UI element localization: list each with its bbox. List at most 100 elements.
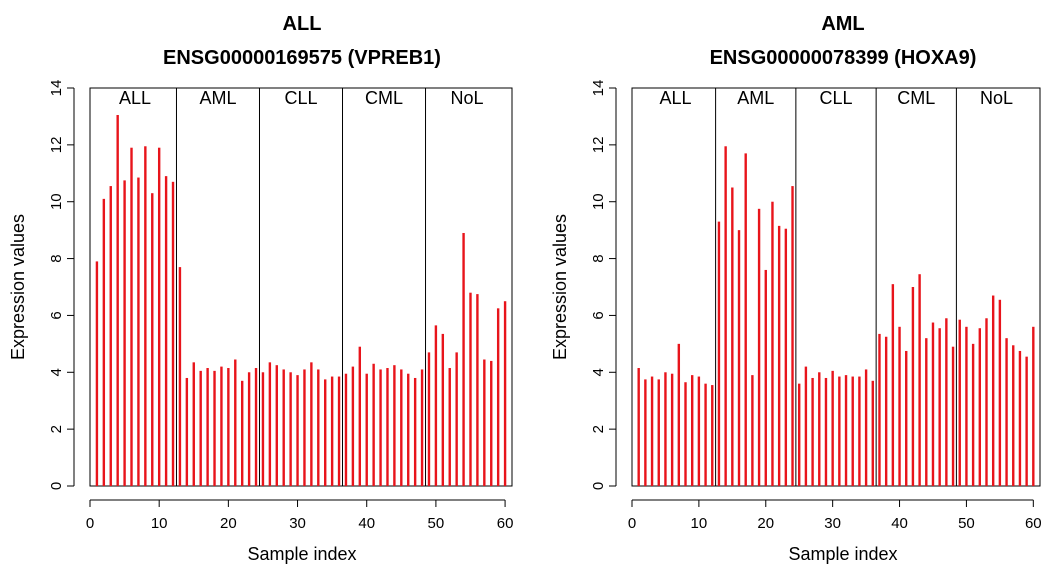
bar-sample-25 — [261, 372, 265, 486]
bar-sample-52 — [448, 368, 451, 486]
bar-sample-48 — [420, 369, 424, 486]
bar-sample-34 — [324, 379, 327, 486]
bar-sample-21 — [771, 201, 774, 486]
bar-sample-7 — [677, 343, 681, 486]
bar-sample-37 — [344, 373, 348, 486]
group-label-cll: CLL — [284, 88, 317, 108]
bar-sample-52 — [978, 328, 982, 486]
bar-sample-47 — [945, 318, 948, 486]
bar-sample-13 — [717, 221, 721, 486]
group-label-all: ALL — [119, 88, 151, 108]
y-tick-label: 2 — [590, 425, 607, 433]
bar-sample-33 — [851, 376, 854, 486]
bar-sample-30 — [831, 370, 834, 486]
plot-frame — [631, 87, 1041, 487]
group-label-aml: AML — [737, 88, 774, 108]
bar-sample-23 — [784, 228, 788, 486]
x-tick-label: 40 — [891, 515, 908, 532]
bar-sample-45 — [931, 322, 935, 486]
y-tick-label: 2 — [48, 425, 65, 433]
bar-sample-43 — [386, 368, 389, 486]
group-label-cml: CML — [897, 88, 935, 108]
bar-sample-44 — [925, 338, 928, 486]
bar-sample-10 — [697, 376, 701, 486]
bar-sample-48 — [951, 346, 955, 486]
bar-sample-36 — [871, 380, 874, 486]
bar-sample-6 — [670, 373, 674, 486]
bar-sample-40 — [365, 373, 368, 486]
bar-sample-54 — [462, 232, 465, 486]
bar-sample-38 — [351, 366, 355, 486]
bar-sample-32 — [310, 362, 313, 486]
bar-sample-46 — [407, 373, 410, 486]
chart-panel-1: ALL ENSG00000169575 (VPREB1) ALL AML CLL CML N… — [8, 13, 513, 564]
group-label-nol: NoL — [980, 88, 1013, 108]
bar-sample-57 — [483, 359, 486, 486]
bar-sample-51 — [441, 333, 445, 486]
bar-sample-5 — [664, 372, 667, 486]
chart-title: ALL — [283, 13, 322, 35]
x-axis-title: Sample index — [788, 544, 897, 564]
bar-sample-34 — [858, 376, 861, 486]
bar-sample-53 — [985, 318, 988, 486]
bar-sample-12 — [711, 385, 714, 486]
y-tick-label: 14 — [48, 80, 65, 97]
bar-sample-9 — [690, 375, 694, 486]
x-tick-label: 0 — [86, 515, 94, 532]
y-tick-label: 4 — [48, 368, 65, 376]
bar-sample-2 — [644, 379, 647, 486]
bar-sample-17 — [744, 153, 747, 486]
bar-sample-18 — [751, 375, 754, 486]
group-label-cml: CML — [365, 88, 403, 108]
bar-sample-40 — [898, 326, 901, 486]
bar-sample-49 — [958, 319, 961, 486]
bar-sample-14 — [724, 146, 727, 486]
bar-sample-11 — [164, 176, 168, 486]
y-tick-label: 4 — [590, 368, 607, 376]
x-tick-label: 50 — [428, 515, 445, 532]
bar-sample-45 — [400, 369, 403, 486]
chart-subtitle: ENSG00000078399 (HOXA9) — [710, 47, 977, 69]
y-tick-label: 8 — [48, 254, 65, 262]
bar-sample-31 — [838, 376, 841, 486]
y-tick-label: 10 — [48, 193, 65, 210]
bar-sample-23 — [247, 372, 251, 486]
bar-sample-3 — [109, 186, 112, 487]
bar-sample-3 — [650, 376, 654, 486]
bar-sample-56 — [476, 294, 479, 486]
y-axis-title: Expression values — [8, 214, 28, 360]
x-axis-title: Sample index — [247, 544, 356, 564]
bar-sample-60 — [1032, 326, 1035, 486]
group-label-cll: CLL — [819, 88, 852, 108]
y-tick-label: 6 — [590, 311, 607, 319]
bar-sample-46 — [938, 328, 941, 486]
y-tick-label: 14 — [590, 80, 607, 97]
bar-sample-27 — [811, 377, 814, 486]
bar-sample-6 — [130, 147, 133, 486]
bar-sample-30 — [296, 375, 299, 486]
y-tick-label: 8 — [590, 254, 607, 262]
bar-sample-26 — [268, 362, 272, 486]
bar-sample-35 — [330, 376, 334, 486]
bar-sample-47 — [413, 377, 417, 486]
y-tick-label: 12 — [590, 137, 607, 154]
bar-sample-50 — [434, 325, 438, 486]
bar-sample-19 — [757, 208, 761, 487]
bar-sample-26 — [804, 366, 808, 486]
x-tick-label: 30 — [289, 515, 306, 532]
bar-sample-31 — [303, 369, 306, 486]
bar-sample-15 — [731, 187, 734, 486]
x-tick-label: 60 — [497, 515, 514, 532]
bar-sample-32 — [844, 375, 848, 486]
bar-sample-58 — [1018, 350, 1022, 486]
bar-sample-8 — [684, 382, 687, 486]
group-label-aml: AML — [199, 88, 236, 108]
x-tick-label: 10 — [151, 515, 168, 532]
bar-sample-9 — [151, 193, 154, 486]
y-tick-label: 0 — [48, 482, 65, 490]
bar-sample-51 — [971, 343, 975, 486]
bar-sample-16 — [737, 230, 741, 486]
bar-sample-33 — [317, 369, 320, 486]
group-label-nol: NoL — [451, 88, 484, 108]
